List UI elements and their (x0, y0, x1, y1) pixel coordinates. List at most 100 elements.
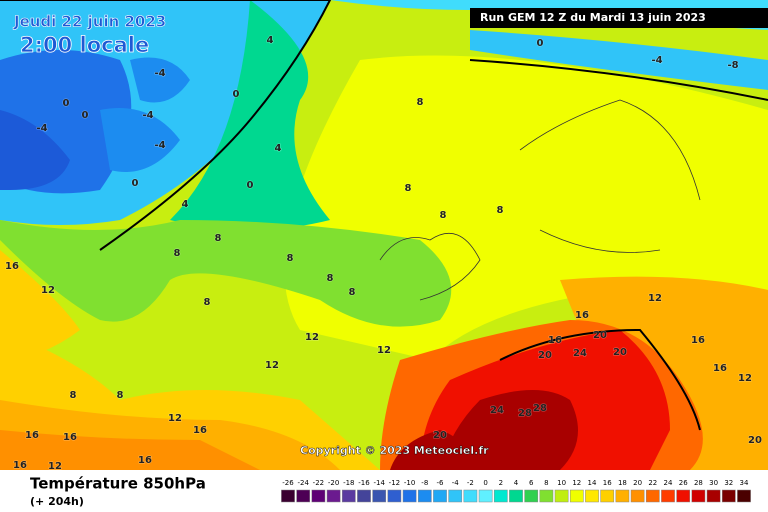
contour-label: 0 (63, 98, 70, 109)
contour-label: 12 (265, 360, 279, 371)
contour-label: 0 (233, 89, 240, 100)
legend-swatch (706, 489, 721, 503)
contour-label: 16 (575, 310, 589, 321)
contour-label: 8 (349, 287, 356, 298)
contour-label: -4 (651, 55, 662, 66)
run-box (470, 8, 768, 28)
legend-tick: 18 (618, 479, 627, 487)
contour-label: 20 (538, 350, 552, 361)
legend-swatch (645, 489, 660, 503)
legend-tick: -2 (467, 479, 474, 487)
contour-label: 8 (215, 233, 222, 244)
legend-tick: -16 (358, 479, 370, 487)
legend-swatch (524, 489, 539, 503)
legend-tick: 12 (572, 479, 581, 487)
legend-swatch (721, 489, 736, 503)
time-label: 2:00 locale (20, 33, 149, 57)
legend-swatch (600, 489, 615, 503)
legend-swatch (372, 489, 387, 503)
contour-label: 8 (174, 248, 181, 259)
contour-label: 16 (63, 432, 77, 443)
contour-label: 8 (117, 390, 124, 401)
legend-tick: -24 (297, 479, 309, 487)
contour-label: 16 (5, 261, 19, 272)
contour-label: 20 (748, 435, 762, 446)
legend-swatch (676, 489, 691, 503)
contour-label: -4 (154, 140, 165, 151)
legend-tick: -8 (421, 479, 428, 487)
contour-label: 12 (648, 293, 662, 304)
legend-swatch (737, 489, 751, 503)
temperature-field (0, 0, 768, 470)
legend-swatch (402, 489, 417, 503)
contour-label: 0 (247, 180, 254, 191)
contour-label: 12 (377, 345, 391, 356)
legend-swatch (357, 489, 371, 503)
legend-tick: -20 (328, 479, 339, 487)
legend-swatch (433, 489, 447, 503)
contour-label: 28 (518, 408, 532, 419)
legend-tick: -26 (282, 479, 294, 487)
contour-label: 16 (548, 335, 562, 346)
legend-swatch (630, 489, 645, 503)
legend-tick: -6 (437, 479, 445, 487)
legend-swatch (311, 489, 326, 503)
contour-label: 24 (490, 405, 504, 416)
legend-swatch (463, 489, 478, 503)
contour-label: 8 (70, 390, 77, 401)
legend-tick: 8 (544, 479, 548, 487)
legend-tick: -18 (343, 479, 354, 487)
contour-label: 16 (25, 430, 39, 441)
legend-swatch (326, 489, 341, 503)
legend-tick: -22 (313, 479, 324, 487)
legend-tick: 26 (679, 479, 688, 487)
legend-tick: 20 (633, 479, 642, 487)
legend-tick: 6 (529, 479, 534, 487)
color-legend: -26 -24 -22 -20 -18 -16 -14 -12 -10 -8 -6 -4 -2 0 2 4 6 8… (281, 479, 751, 503)
contour-labels: -4 -4 0 0 -4 -4 0 0 0 4 4 4 0 -4 -8 8 8 8 8 8 8 8 8 8 8 16 12 12 12 1… (5, 35, 763, 473)
legend-tick: -10 (404, 479, 415, 487)
legend-tick: 4 (514, 479, 519, 487)
legend-tick: 34 (740, 479, 749, 487)
contour-label: 20 (613, 347, 627, 358)
footer-lead: (+ 204h) (30, 495, 84, 508)
legend-swatch (493, 489, 508, 503)
contour-label: 16 (691, 335, 705, 346)
contour-label: 8 (204, 297, 211, 308)
legend-swatch (539, 489, 554, 503)
legend-tick: -12 (389, 479, 400, 487)
legend-tick: 2 (499, 479, 503, 487)
contour-label: 24 (573, 348, 587, 359)
legend-tick: -4 (452, 479, 460, 487)
contour-label: 20 (433, 430, 447, 441)
contour-label: 16 (13, 460, 27, 471)
date-label: Jeudi 22 juin 2023 (13, 13, 166, 31)
legend-tick: 14 (588, 479, 597, 487)
legend-swatch (615, 489, 630, 503)
contour-label: 16 (193, 425, 207, 436)
contour-label: 8 (287, 253, 294, 264)
contour-label: -4 (142, 110, 153, 121)
legend-swatch (281, 489, 295, 503)
legend-swatch (691, 489, 706, 503)
contour-label: 12 (738, 373, 752, 384)
contour-label: 8 (440, 210, 447, 221)
legend-swatch (554, 489, 569, 503)
contour-label: 8 (327, 273, 334, 284)
contour-label: 20 (593, 330, 607, 341)
copyright: Copyright © 2023 Meteociel.fr (300, 444, 489, 457)
legend-tick: 30 (709, 479, 718, 487)
contour-label: 4 (275, 143, 282, 154)
contour-label: -4 (36, 123, 47, 134)
contour-label: 0 (537, 38, 544, 49)
legend-swatch (478, 489, 493, 503)
legend-tick: 0 (483, 479, 487, 487)
contour-label: 4 (182, 199, 189, 210)
legend-swatch (296, 489, 311, 503)
legend-tick: 10 (557, 479, 566, 487)
legend-tick: 24 (664, 479, 673, 487)
legend-swatch (661, 489, 675, 503)
contour-label: 0 (82, 110, 89, 121)
legend-tick: 28 (694, 479, 703, 487)
contour-label: 0 (132, 178, 139, 189)
